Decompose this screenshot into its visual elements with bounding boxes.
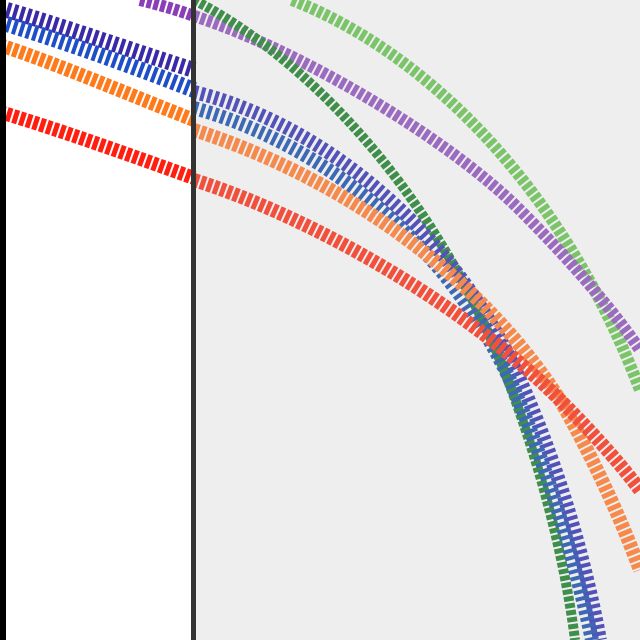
purple-curve-left <box>138 0 197 22</box>
blue-curve-left <box>0 14 197 98</box>
left-segments <box>0 0 197 185</box>
orange-curve-left <box>0 38 197 127</box>
purple-curve <box>192 10 640 354</box>
orange-curve <box>191 123 640 573</box>
red-curve-left <box>0 105 197 185</box>
right-curves <box>191 0 640 640</box>
right-panel <box>194 0 640 640</box>
left-edge-line <box>0 0 6 640</box>
red-curve <box>191 173 640 495</box>
panel-divider <box>191 0 196 640</box>
indigo-curve-left <box>0 0 197 78</box>
dark-green-curve <box>191 0 580 640</box>
blue-curve <box>192 101 599 640</box>
light-green-curve <box>289 0 640 393</box>
